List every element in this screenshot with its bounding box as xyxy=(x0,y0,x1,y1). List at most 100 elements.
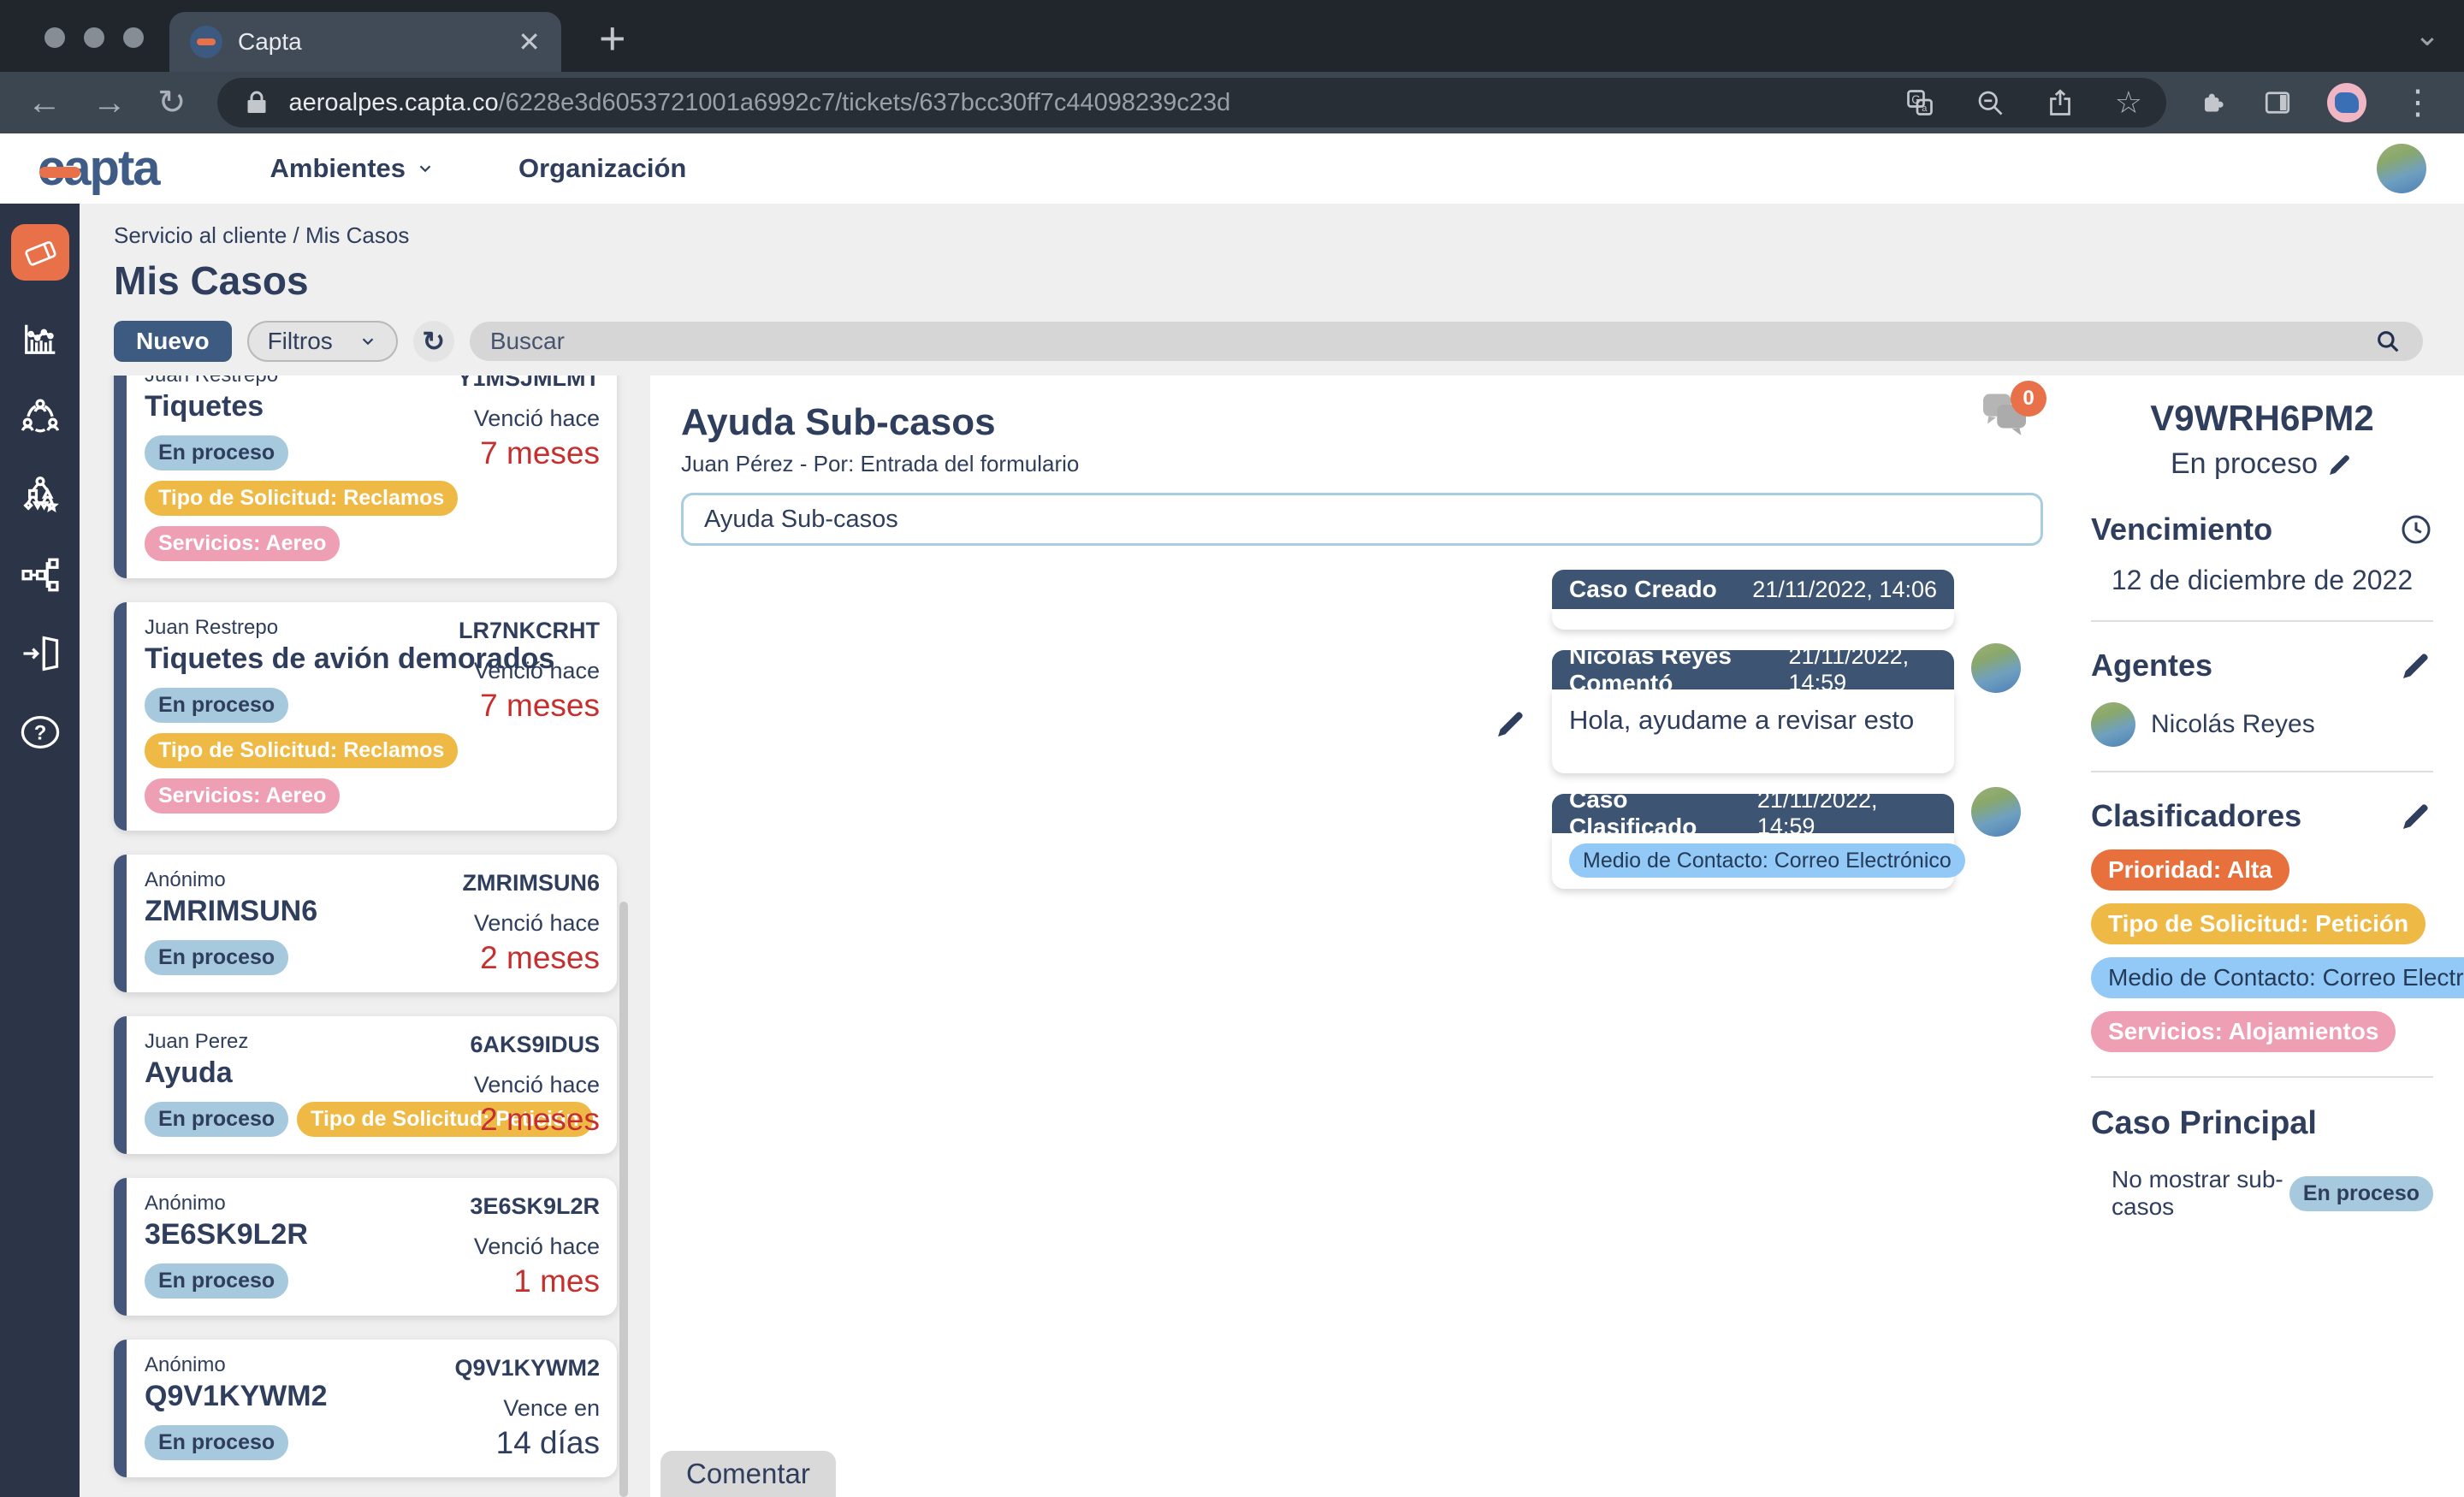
timeline-event-created: Caso Creado 21/11/2022, 14:06 xyxy=(1552,570,1954,630)
case-title: ZMRIMSUN6 xyxy=(145,895,318,927)
sidebar-item-tickets[interactable] xyxy=(10,224,69,281)
due-value: 14 días xyxy=(495,1425,600,1460)
case-author: Anónimo xyxy=(145,868,226,891)
parent-case-title[interactable]: No mostrar sub-casos xyxy=(2112,1166,2283,1220)
chevron-down-icon xyxy=(362,338,374,346)
due-value: 2 meses xyxy=(480,1102,600,1137)
edit-classifiers-icon[interactable] xyxy=(2399,799,2433,833)
help-icon[interactable]: ? xyxy=(18,710,62,754)
zoom-out-icon[interactable] xyxy=(1975,87,2005,118)
workflow-icon[interactable] xyxy=(18,553,62,597)
ticket-icon xyxy=(24,240,56,266)
list-scrollbar[interactable] xyxy=(619,902,628,1497)
due-value: 7 meses xyxy=(480,688,600,723)
new-tab-button[interactable]: + xyxy=(599,13,626,64)
zoom-window-icon[interactable] xyxy=(123,27,144,48)
filters-button[interactable]: Filtros xyxy=(246,321,398,362)
nav-item-ambientes[interactable]: Ambientes xyxy=(270,153,435,184)
agent-avatar xyxy=(1971,643,2021,693)
status-badge: En proceso xyxy=(145,435,289,470)
comment-button[interactable]: Comentar xyxy=(660,1451,836,1497)
edit-comment-icon[interactable] xyxy=(1494,707,1528,741)
case-card[interactable]: Anónimo ZMRIMSUN6 En proceso ZMRIMSUN6 V… xyxy=(114,855,617,992)
case-title: Q9V1KYWM2 xyxy=(145,1380,328,1412)
analytics-icon[interactable] xyxy=(18,317,62,361)
tab-title: Capta xyxy=(238,28,302,55)
user-avatar[interactable] xyxy=(2377,144,2426,193)
translate-icon[interactable]: Ga xyxy=(1904,87,1935,118)
due-label: Venció hace xyxy=(473,405,600,431)
ticket-detail: Ayuda Sub-casos Juan Pérez - Por: Entrad… xyxy=(650,376,2077,1497)
status-badge: En proceso xyxy=(145,688,289,723)
bookmark-star-icon[interactable]: ☆ xyxy=(2114,85,2142,120)
ticket-title-input[interactable] xyxy=(681,493,2043,546)
case-card[interactable]: Anónimo 3E6SK9L2R En proceso 3E6SK9L2R V… xyxy=(114,1178,617,1316)
edit-status-icon[interactable] xyxy=(2326,451,2354,478)
share-icon[interactable] xyxy=(2045,87,2076,118)
case-code: Q9V1KYWM2 xyxy=(454,1355,600,1381)
refresh-button[interactable]: ↻ xyxy=(412,321,454,362)
status-badge: En proceso xyxy=(145,1263,289,1299)
case-title: Tiquetes xyxy=(145,390,264,423)
classifier-badge[interactable]: Servicios: Alojamientos xyxy=(2091,1011,2396,1052)
close-tab-icon[interactable]: ✕ xyxy=(518,27,541,57)
classifier-badge: Servicios: Aereo xyxy=(145,526,341,561)
case-card[interactable]: Juan Restrepo Tiquetes En proceso Tipo d… xyxy=(114,376,617,578)
event-datetime: 21/11/2022, 14:06 xyxy=(1752,576,1937,602)
due-section-label: Vencimiento xyxy=(2091,512,2273,547)
capta-logo[interactable]: capta xyxy=(38,140,161,196)
window-controls[interactable] xyxy=(44,27,144,48)
case-card[interactable]: Juan Perez Ayuda En proceso Tipo de Soli… xyxy=(114,1016,617,1154)
due-value: 7 meses xyxy=(480,435,600,470)
address-bar[interactable]: aeroalpes.capta.co/6228e3d6053721001a699… xyxy=(216,78,2166,127)
event-title: Caso Creado xyxy=(1569,576,1717,602)
classification-tree-icon[interactable] xyxy=(18,474,62,518)
browser-tab[interactable]: Capta ✕ xyxy=(169,12,561,72)
nav-item-organizacion[interactable]: Organización xyxy=(518,153,687,183)
case-list: Juan Restrepo Tiquetes En proceso Tipo d… xyxy=(80,376,650,1497)
back-icon[interactable]: ← xyxy=(27,84,62,121)
reload-icon[interactable]: ↻ xyxy=(157,84,187,121)
case-code-heading: V9WRH6PM2 xyxy=(2150,398,2374,438)
customers-icon[interactable] xyxy=(18,395,62,440)
case-card[interactable]: Juan Restrepo Tiquetes de avión demorado… xyxy=(114,602,617,831)
logout-door-icon[interactable] xyxy=(18,631,62,676)
case-author: Anónimo xyxy=(145,1353,226,1376)
case-author: Juan Restrepo xyxy=(145,376,600,388)
case-card[interactable]: Anónimo Q9V1KYWM2 En proceso Q9V1KYWM2 V… xyxy=(114,1340,617,1477)
search-input[interactable] xyxy=(489,328,2373,355)
search-icon[interactable] xyxy=(2373,327,2402,356)
sidebar-rail: ? xyxy=(0,204,80,1497)
classifier-badge[interactable]: Medio de Contacto: Correo Electrónico xyxy=(2091,957,2464,998)
due-label: Venció hace xyxy=(473,658,600,683)
case-status: En proceso xyxy=(2171,447,2318,480)
edit-agents-icon[interactable] xyxy=(2399,648,2433,683)
extensions-puzzle-icon[interactable] xyxy=(2197,87,2228,118)
clock-icon[interactable] xyxy=(2399,512,2433,547)
breadcrumb[interactable]: Servicio al cliente / Mis Casos xyxy=(114,222,410,248)
profile-extension-icon[interactable] xyxy=(2327,83,2366,122)
case-code: Y1MSJMLMT xyxy=(457,376,600,391)
event-datetime: 21/11/2022, 14:59 xyxy=(1788,643,1910,695)
notifications-icon[interactable]: 0 xyxy=(1976,381,2046,444)
status-badge: En proceso xyxy=(145,1102,289,1137)
forward-icon[interactable]: → xyxy=(92,84,127,121)
tab-list-chevron-icon[interactable]: ⌄ xyxy=(2414,17,2440,52)
event-title: Nicolás Reyes Comentó xyxy=(1569,642,1732,696)
classifier-badge: Medio de Contacto: Correo Electrónico xyxy=(1569,843,1965,878)
agent-avatar xyxy=(1971,787,2021,837)
new-case-button[interactable]: Nuevo xyxy=(114,321,232,362)
browser-tab-bar: Capta ✕ + ⌄ xyxy=(0,0,2464,72)
close-window-icon[interactable] xyxy=(44,27,65,48)
classifier-badge[interactable]: Tipo de Solicitud: Petición xyxy=(2091,903,2426,944)
search-bar[interactable] xyxy=(469,322,2423,361)
side-panel-icon[interactable] xyxy=(2262,87,2293,118)
chevron-down-icon xyxy=(419,165,431,173)
browser-menu-icon[interactable]: ⋮ xyxy=(2401,84,2437,121)
case-title: Ayuda xyxy=(145,1056,233,1089)
classifier-badge: Tipo de Solicitud: Reclamos xyxy=(145,733,459,768)
case-title: 3E6SK9L2R xyxy=(145,1218,308,1251)
classifier-badge[interactable]: Prioridad: Alta xyxy=(2091,849,2289,891)
minimize-window-icon[interactable] xyxy=(84,27,104,48)
app-top-nav: capta Ambientes Organización xyxy=(0,133,2464,204)
